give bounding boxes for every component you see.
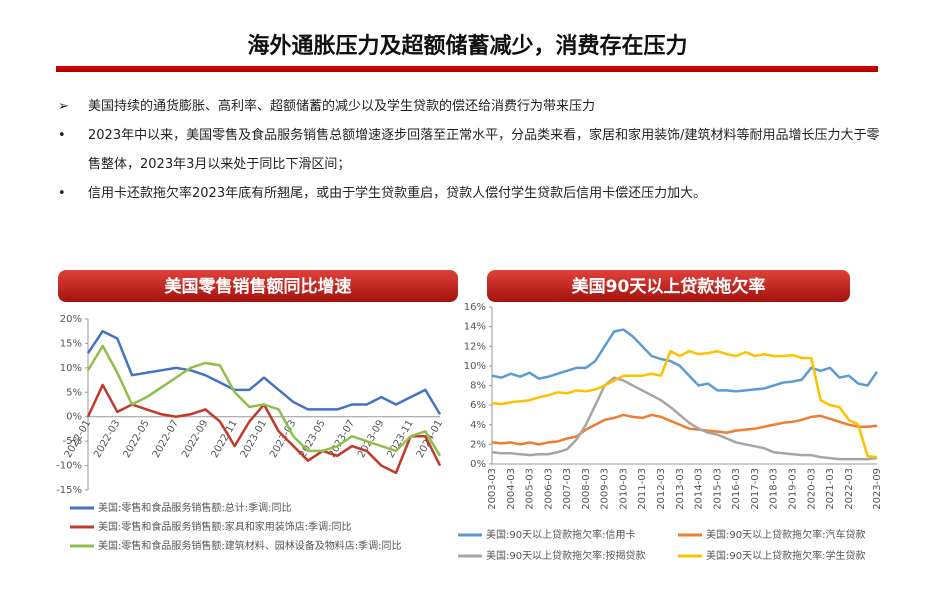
x-tick-label: 2003-03 <box>487 468 498 510</box>
x-tick-label: 2012-03 <box>656 468 667 510</box>
y-tick-label: 16% <box>464 302 486 313</box>
x-tick-label: 2017-03 <box>750 468 761 510</box>
y-tick-label: 0% <box>66 412 82 423</box>
y-tick-label: 14% <box>464 322 486 333</box>
x-tick-label: 2021-03 <box>825 468 836 510</box>
chart-title: 美国零售销售额同比增速 <box>165 276 352 297</box>
title-underline <box>56 66 878 72</box>
x-tick-label: 2015-03 <box>712 468 723 510</box>
x-tick-label: 2010-03 <box>618 468 629 510</box>
data-line <box>86 344 442 457</box>
y-tick-label: 10% <box>464 361 486 372</box>
x-tick-label: 2023-01 <box>239 418 269 460</box>
y-tick-label: 8% <box>470 381 486 392</box>
legend-label: 美国:零售和食品服务销售额:家具和家用装饰店:季调:同比 <box>98 520 351 533</box>
chart-title: 美国90天以上贷款拖欠率 <box>572 276 766 297</box>
x-tick-label: 2009-03 <box>600 468 611 510</box>
x-tick-label: 2018-03 <box>769 468 780 510</box>
y-tick-label: 6% <box>470 400 486 411</box>
bullet: 信用卡还款拖欠率2023年底有所翘尾，或由于学生贷款重启，贷款人偿付学生贷款后信… <box>56 179 886 208</box>
x-tick-label: 2022-03 <box>92 418 122 460</box>
y-tick-label: 4% <box>470 420 486 431</box>
x-tick-label: 2011-03 <box>637 468 648 510</box>
y-tick-label: 20% <box>60 314 82 325</box>
bullet-list: 美国持续的通货膨胀、高利率、超额储蓄的减少以及学生贷款的偿还给消费行为带来压力 … <box>56 92 886 208</box>
x-tick-label: 2008-03 <box>581 468 592 510</box>
legend-label: 美国:90天以上贷款拖欠率:按揭贷款 <box>486 549 645 562</box>
x-tick-label: 2022-05 <box>121 418 151 460</box>
data-line <box>86 329 442 415</box>
y-tick-label: 0% <box>470 459 486 470</box>
y-tick-label: 10% <box>60 363 82 374</box>
bullet: 2023年中以来，美国零售及食品服务销售总额增速逐步回落至正常水平，分品类来看，… <box>56 121 886 179</box>
legend-label: 美国:零售和食品服务销售额:总计:季调:同比 <box>98 501 291 514</box>
data-line <box>491 376 878 461</box>
x-tick-label: 2022-03 <box>844 468 855 510</box>
x-tick-label: 2006-03 <box>543 468 554 510</box>
bullet: 美国持续的通货膨胀、高利率、超额储蓄的减少以及学生贷款的偿还给消费行为带来压力 <box>56 92 886 121</box>
x-tick-label: 2016-03 <box>731 468 742 510</box>
page-title: 海外通胀压力及超额储蓄减少，消费存在压力 <box>247 34 688 59</box>
x-tick-label: 2007-03 <box>562 468 573 510</box>
x-tick-label: 2023-03 <box>268 418 298 460</box>
data-line <box>491 328 879 393</box>
y-tick-label: -15% <box>56 485 82 496</box>
legend-label: 美国:90天以上贷款拖欠率:信用卡 <box>486 528 635 541</box>
y-tick-label: 12% <box>464 341 486 352</box>
y-tick-label: 15% <box>60 338 82 349</box>
title-banner <box>58 270 458 302</box>
legend-label: 美国:90天以上贷款拖欠率:汽车贷款 <box>706 528 865 541</box>
x-tick-label: 2004-03 <box>506 468 517 510</box>
y-tick-label: 2% <box>470 439 486 450</box>
legend-label: 美国:零售和食品服务销售额:建筑材料、园林设备及物料店:季调:同比 <box>98 539 401 552</box>
x-tick-label: 2022-09 <box>180 418 210 460</box>
data-line <box>491 413 878 446</box>
x-tick-label: 2020-03 <box>806 468 817 510</box>
x-tick-label: 2022-11 <box>209 418 239 460</box>
x-tick-label: 2013-03 <box>675 468 686 510</box>
x-tick-label: 2014-03 <box>694 468 705 510</box>
y-tick-label: -5% <box>63 436 82 447</box>
title-banner <box>487 270 850 302</box>
x-tick-label: 2023-11 <box>385 418 415 460</box>
x-tick-label: 2019-03 <box>787 468 798 510</box>
legend-label: 美国:90天以上贷款拖欠率:学生贷款 <box>706 549 865 562</box>
x-tick-label: 2005-03 <box>525 468 536 510</box>
y-tick-label: 5% <box>66 387 82 398</box>
x-tick-label: 2023-09 <box>872 468 883 510</box>
y-tick-label: -10% <box>56 461 82 472</box>
data-line <box>491 349 878 459</box>
x-tick-label: 2022-07 <box>151 418 181 460</box>
